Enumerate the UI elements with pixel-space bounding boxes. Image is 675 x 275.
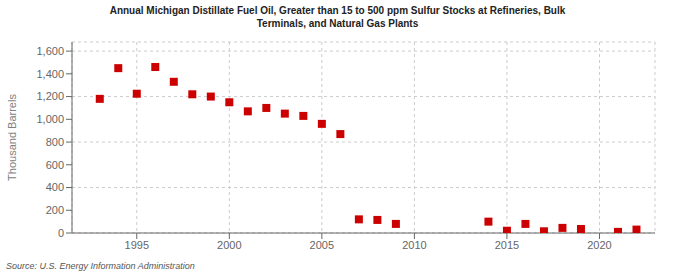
svg-text:1,400: 1,400	[36, 68, 64, 80]
svg-text:400: 400	[46, 181, 64, 193]
svg-text:2005: 2005	[310, 239, 334, 251]
svg-text:1995: 1995	[125, 239, 149, 251]
svg-text:1,600: 1,600	[36, 45, 64, 57]
svg-text:2000: 2000	[217, 239, 241, 251]
html-text:Annual Michigan Distillate Fue: Annual Michigan Distillate Fuel Oil, Gre…	[109, 5, 566, 16]
svg-text:1,200: 1,200	[36, 90, 64, 102]
svg-text:2020: 2020	[587, 239, 611, 251]
svg-text:200: 200	[46, 204, 64, 216]
svg-text:0: 0	[58, 227, 64, 239]
svg-text:800: 800	[46, 136, 64, 148]
svg-text:2015: 2015	[495, 239, 519, 251]
html-text:Terminals, and Natural Gas Pla: Terminals, and Natural Gas Plants	[256, 18, 419, 29]
html-text:Source: U.S. Energy Informatio: Source: U.S. Energy Information Administ…	[6, 261, 195, 271]
svg-text:2010: 2010	[402, 239, 426, 251]
svg-text:Thousand Barrels: Thousand Barrels	[8, 94, 18, 181]
svg-text:600: 600	[46, 159, 64, 171]
svg-text:1,000: 1,000	[36, 113, 64, 125]
